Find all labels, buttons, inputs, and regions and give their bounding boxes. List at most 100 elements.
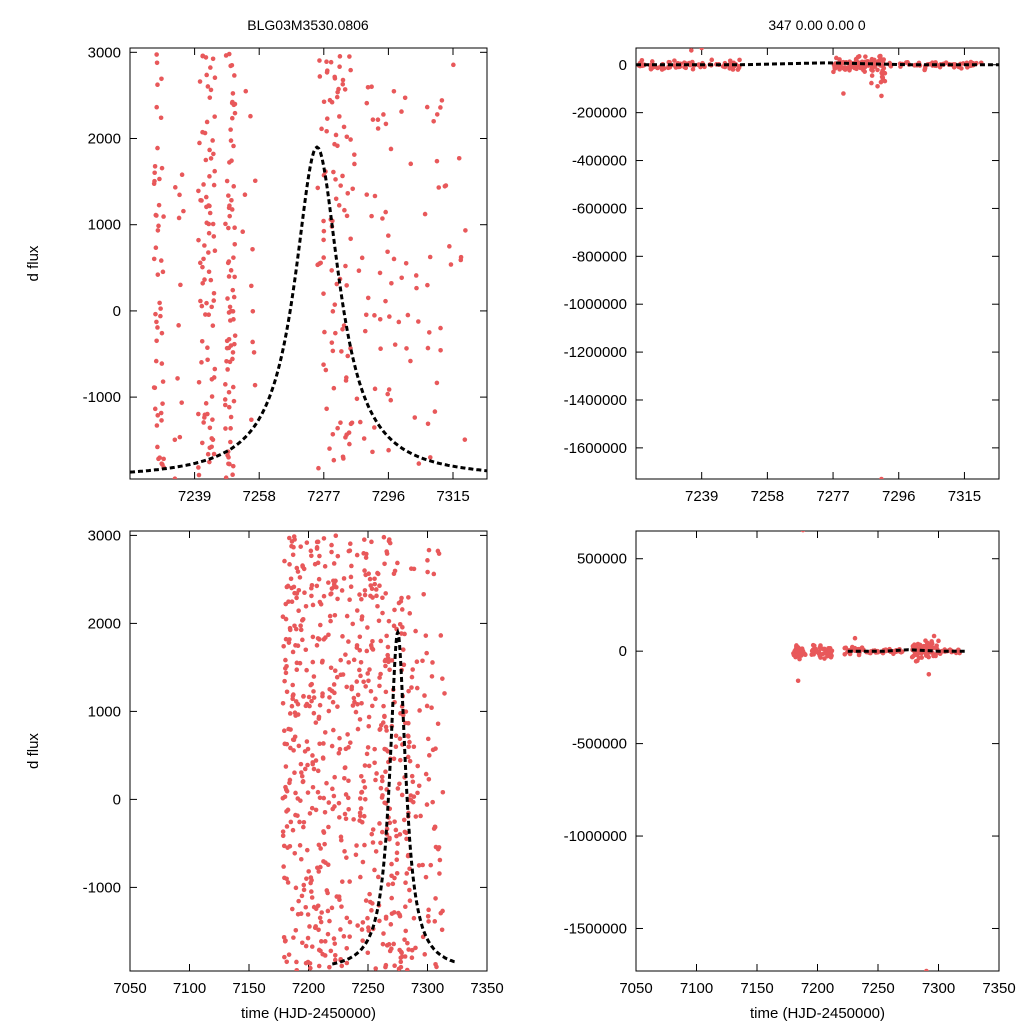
data-point <box>406 734 411 739</box>
data-point <box>360 938 365 943</box>
data-point <box>338 657 344 663</box>
data-point <box>282 558 287 564</box>
data-point <box>304 876 309 881</box>
data-point <box>373 696 378 702</box>
data-point <box>429 705 434 711</box>
data-point <box>370 638 375 644</box>
data-point <box>211 298 217 303</box>
data-point <box>363 684 368 689</box>
data-point <box>304 667 309 673</box>
data-point <box>281 935 287 940</box>
data-point <box>366 763 372 769</box>
data-point <box>200 264 205 270</box>
data-point <box>337 897 342 903</box>
data-point <box>387 836 392 842</box>
data-point <box>310 761 316 767</box>
data-point <box>387 540 393 546</box>
data-point <box>311 674 317 679</box>
data-point <box>406 688 411 694</box>
data-point <box>338 927 343 932</box>
data-point <box>341 124 347 130</box>
data-point <box>380 793 385 798</box>
data-point <box>392 342 398 347</box>
x-tick-label: 7296 <box>882 488 915 505</box>
data-point <box>672 58 677 63</box>
data-point <box>334 584 339 590</box>
data-point <box>915 651 920 657</box>
data-point <box>381 534 387 540</box>
data-point <box>358 659 364 665</box>
data-point <box>295 712 301 717</box>
data-point <box>386 618 392 624</box>
plot-area <box>280 533 458 971</box>
y-tick-label: 1000 <box>88 703 121 720</box>
data-point <box>284 689 290 695</box>
data-point <box>351 817 356 822</box>
data-point <box>422 211 428 217</box>
data-point <box>331 727 336 733</box>
data-point <box>327 918 332 924</box>
data-point <box>232 101 238 107</box>
data-point <box>829 653 834 659</box>
data-point <box>424 802 430 807</box>
data-point <box>316 842 322 848</box>
data-point <box>223 475 229 479</box>
data-point <box>325 862 331 868</box>
data-point <box>155 272 161 277</box>
data-point <box>226 389 232 395</box>
data-point <box>380 941 386 947</box>
data-point <box>179 400 184 405</box>
data-point <box>425 421 431 427</box>
data-point <box>329 542 334 548</box>
data-point <box>330 806 336 812</box>
data-point <box>203 194 209 200</box>
data-point <box>346 806 351 812</box>
data-point <box>919 651 924 656</box>
data-point <box>397 913 403 919</box>
data-point <box>398 949 404 955</box>
data-point <box>160 401 165 406</box>
data-point <box>242 192 248 198</box>
data-point <box>320 658 325 664</box>
data-point <box>339 879 345 884</box>
data-point <box>405 940 410 946</box>
data-point <box>348 137 353 142</box>
data-point <box>212 248 218 254</box>
data-point <box>361 436 367 441</box>
data-point <box>226 51 232 57</box>
x-tick-label: 7150 <box>232 980 265 997</box>
data-point <box>344 134 350 140</box>
data-point <box>328 59 334 65</box>
data-point <box>426 777 432 782</box>
data-point <box>198 298 203 304</box>
data-point <box>179 172 185 178</box>
data-point <box>380 720 386 725</box>
data-point <box>402 829 408 835</box>
data-point <box>917 642 923 648</box>
data-point <box>439 98 445 103</box>
data-point <box>648 66 654 72</box>
data-point <box>414 285 419 291</box>
data-point <box>380 595 385 601</box>
data-point <box>281 644 286 649</box>
data-point <box>230 91 236 96</box>
model-curve <box>636 61 999 67</box>
data-point <box>324 70 330 75</box>
data-point <box>206 230 212 236</box>
data-point <box>224 178 230 184</box>
data-point <box>344 684 350 690</box>
data-point <box>293 699 299 704</box>
data-point <box>434 964 439 970</box>
data-point <box>158 313 163 319</box>
data-point <box>880 77 886 82</box>
data-point <box>298 627 304 633</box>
data-point <box>361 813 367 819</box>
data-point <box>413 628 418 634</box>
data-point <box>287 711 293 716</box>
data-point <box>305 912 311 917</box>
data-point <box>229 197 234 203</box>
data-point <box>869 67 874 73</box>
data-point <box>301 819 307 825</box>
data-point <box>159 361 165 366</box>
data-point <box>315 539 321 545</box>
